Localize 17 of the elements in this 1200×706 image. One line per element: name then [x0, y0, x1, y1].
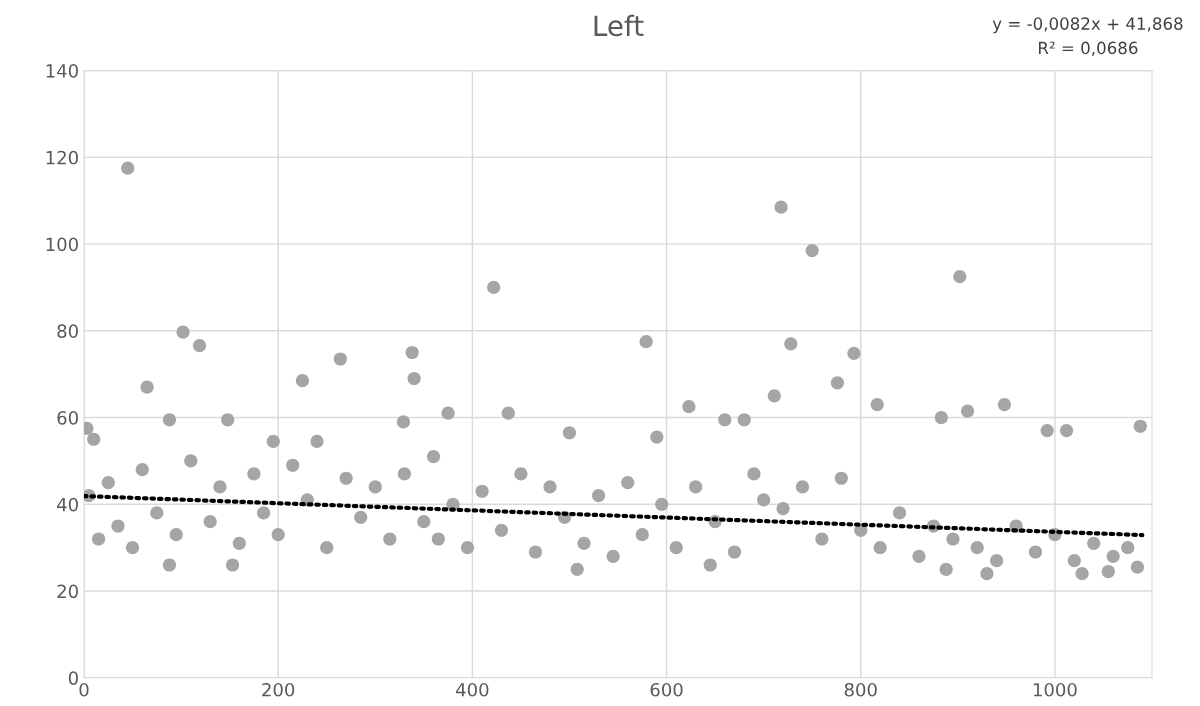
- y-tick-label: 120: [46, 150, 78, 165]
- chart-title: Left: [594, 14, 644, 37]
- y-tick-label: 60: [57, 411, 78, 425]
- text: R² = 0,0686: [1038, 41, 1138, 56]
- y-tick-label: 100: [46, 237, 78, 252]
- y-tick-label: 80: [57, 324, 78, 338]
- x-tick-label: 200: [262, 682, 295, 697]
- y-tick-label: 40: [57, 497, 78, 512]
- y-tick-label: 20: [57, 584, 78, 599]
- x-tick-label: 800: [844, 682, 877, 697]
- text: y = -0,0082x + 41,868: [992, 17, 1183, 34]
- y-tick-label: 0: [68, 671, 78, 685]
- x-tick-label: 600: [650, 682, 683, 697]
- y-tick-label: 140: [46, 64, 78, 78]
- x-tick-label: 0: [79, 682, 89, 697]
- x-tick-label: 1000: [1033, 682, 1077, 697]
- x-tick-label: 400: [456, 682, 489, 697]
